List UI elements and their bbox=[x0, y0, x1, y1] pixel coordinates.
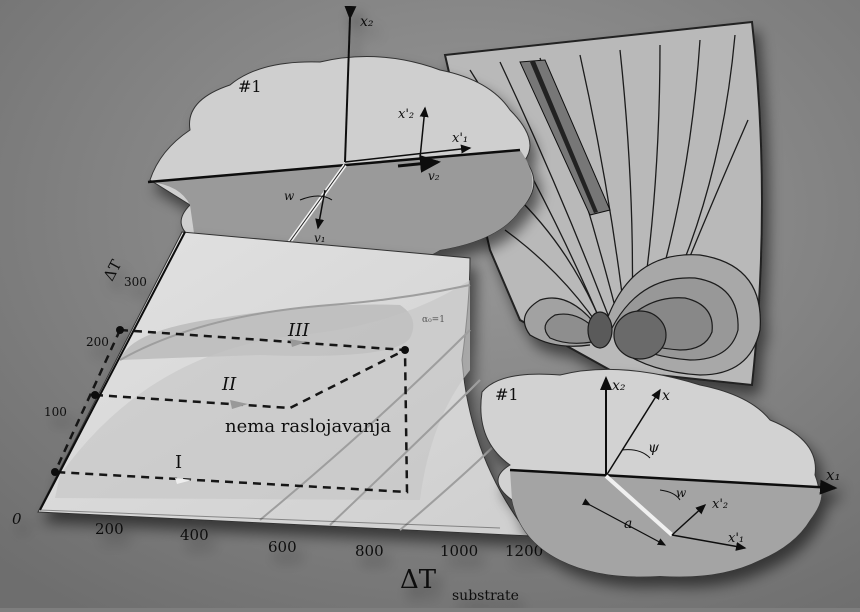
x-axis-label-subscript: substrate bbox=[452, 588, 519, 604]
path-start-ii bbox=[91, 391, 99, 399]
curve-family bbox=[119, 284, 501, 531]
angle-psi-arc bbox=[621, 449, 651, 459]
v2-arrow-top bbox=[397, 154, 441, 173]
path-start-iii bbox=[116, 326, 124, 334]
x-tick-label: 400 bbox=[180, 526, 209, 544]
contour-lobes bbox=[523, 254, 761, 376]
label-x2-top: x₂ bbox=[360, 14, 374, 30]
x-tick-label: 600 bbox=[268, 538, 297, 556]
x2-axis-top bbox=[344, 5, 357, 163]
label-x1p-top: x'₁ bbox=[452, 131, 468, 146]
label-angle-w-top: w bbox=[284, 189, 295, 203]
x-tick-label: 800 bbox=[355, 542, 384, 560]
label-x-bottom: x bbox=[662, 388, 670, 404]
label-x1p-bottom: x'₁ bbox=[728, 531, 744, 546]
x2p-axis-bottom bbox=[671, 503, 707, 536]
region-lower-shade bbox=[55, 280, 470, 500]
path-i-iii bbox=[54, 328, 409, 494]
y-axis bbox=[39, 231, 186, 511]
label-angle-psi: ψ bbox=[648, 440, 660, 456]
x2p-axis-top bbox=[419, 106, 429, 159]
path-i-arrow bbox=[175, 478, 192, 484]
label-length-a: a bbox=[624, 516, 632, 532]
x1p-axis-top bbox=[344, 144, 472, 163]
path-endpoint bbox=[401, 346, 409, 354]
path-start-i bbox=[51, 468, 59, 476]
x-tick-label: 200 bbox=[95, 520, 124, 538]
label-v2-top: v₂ bbox=[428, 169, 440, 183]
angle-w-arc bbox=[659, 489, 681, 501]
y-tick-label: 300 bbox=[124, 275, 147, 289]
region-label-i: I bbox=[175, 452, 182, 473]
path-ii bbox=[94, 348, 406, 410]
interface-panel-bottom: #1 x₁ x₂ x x'₁ x'₂ ψ w a bbox=[480, 368, 840, 578]
x-axis-label: ΔT bbox=[400, 565, 437, 595]
path-ii-arrow bbox=[230, 400, 248, 409]
y-tick-label: 0 bbox=[12, 510, 22, 528]
annotation-no-delamination: nema raslojavanja bbox=[225, 416, 391, 437]
path-left-edge bbox=[53, 329, 122, 473]
x-axis bbox=[39, 509, 501, 529]
x-tick-label: 1000 bbox=[440, 542, 478, 560]
path-iii-arrow bbox=[290, 339, 306, 347]
label-x2p-top: x'₂ bbox=[398, 107, 414, 122]
angle-arc-top bbox=[299, 195, 333, 201]
label-x1-bottom: x₁ bbox=[826, 466, 840, 484]
x-tick-labels: 200 400 600 800 1000 1200 bbox=[95, 520, 543, 560]
y-tick-label: 200 bbox=[86, 335, 109, 349]
label-x2-bottom: x₂ bbox=[612, 378, 626, 394]
label-v1-top: v₁ bbox=[314, 231, 326, 245]
x1-axis-bottom bbox=[509, 468, 838, 495]
x-axis-bottom bbox=[605, 388, 661, 477]
x1p-axis-bottom bbox=[671, 534, 747, 551]
crack-band-dark bbox=[530, 61, 598, 213]
length-a-dimension bbox=[581, 498, 667, 546]
x-tick-label: 1200 bbox=[505, 542, 543, 560]
region-label-iii: III bbox=[287, 320, 310, 341]
curve-label: α₀=1 bbox=[422, 315, 445, 325]
y-tick-labels: 0 100 200 300 bbox=[12, 275, 147, 528]
y-tick-label: 100 bbox=[44, 405, 67, 419]
label-layer1-top: #1 bbox=[238, 77, 262, 96]
label-x2p-bottom: x'₂ bbox=[712, 497, 728, 512]
label-angle-w-bottom: w bbox=[676, 486, 687, 500]
chart-panel: 200 400 600 800 1000 1200 0 100 200 300 I II III… bbox=[12, 231, 543, 604]
region-label-ii: II bbox=[221, 374, 237, 395]
interface-line-top bbox=[147, 148, 521, 184]
label-layer1-bottom: #1 bbox=[495, 385, 519, 404]
contour-plot-panel bbox=[443, 20, 763, 387]
